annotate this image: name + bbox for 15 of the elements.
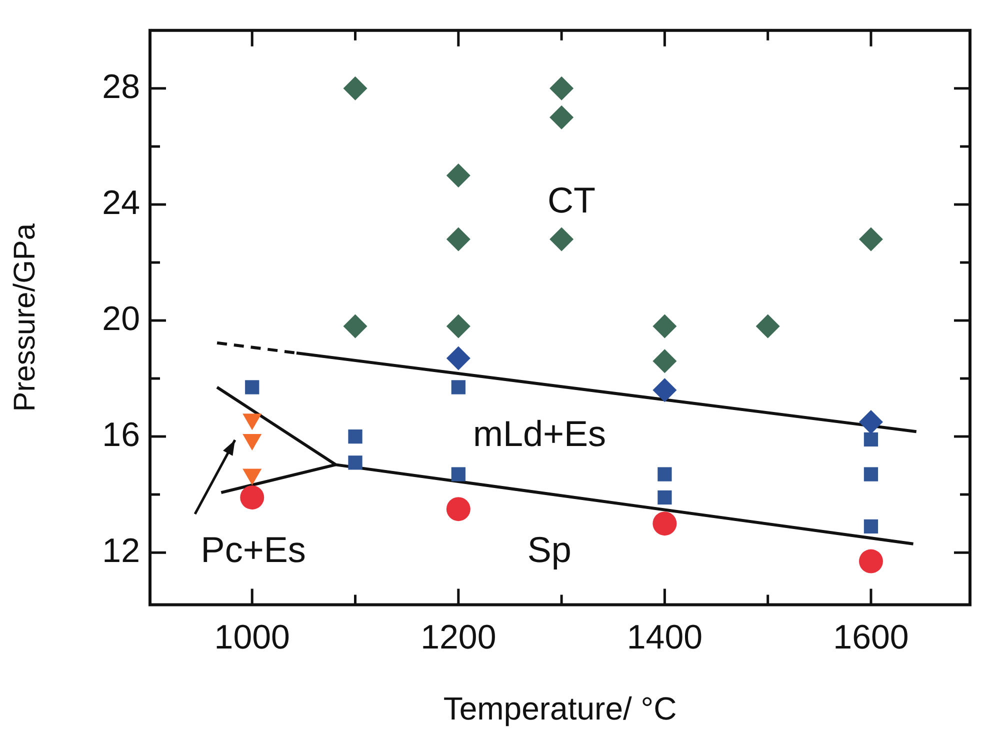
y-tick-label: 12: [102, 532, 140, 570]
y-axis-title: Pressure/GPa: [8, 223, 42, 412]
x-tick-label: 1400: [626, 618, 703, 657]
annotation: mLd+Es: [472, 412, 606, 454]
y-tick-label: 28: [102, 68, 140, 106]
annotation: CT: [547, 180, 596, 221]
y-tick-label: 16: [102, 416, 140, 454]
annotation: Pc+Es: [200, 528, 306, 570]
x-axis-title: Temperature/ °C: [443, 690, 677, 727]
x-tick-label: 1600: [833, 618, 909, 657]
x-tick-label: 1200: [420, 618, 496, 657]
annotation: Sp: [527, 528, 572, 570]
y-tick-label: 24: [102, 184, 140, 222]
x-tick-label: 1000: [214, 618, 290, 657]
y-tick-label: 20: [102, 300, 140, 338]
